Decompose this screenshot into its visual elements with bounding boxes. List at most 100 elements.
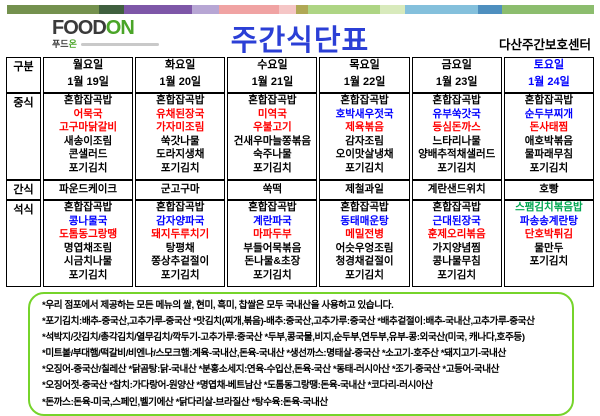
menu-item: 포기김치: [529, 161, 569, 174]
menu-item: 포기김치: [160, 161, 200, 174]
menu-item: 부들어묵볶음: [243, 241, 302, 254]
day-header-cell: 수요일 1월 21일: [227, 57, 318, 93]
menu-item: 포기김치: [345, 268, 384, 281]
menu-item: 감자양파국: [156, 214, 205, 227]
day-header-cell: 월요일 1월 19일: [43, 57, 134, 93]
menu-item: 오이맛살냉채: [335, 148, 394, 160]
menu-item: 포기김치: [437, 161, 477, 174]
lunch-menu-cell: 혼합잡곡밥 호박새우젓국 제육볶음 감자조림 오이맛살냉채 포기김치: [319, 93, 410, 180]
menu-item: 물파래무침: [524, 148, 574, 160]
menu-item: 마파두부: [253, 228, 292, 240]
snack-item: 쑥떡: [262, 183, 283, 195]
menu-item: 쑥갓나물: [160, 134, 200, 147]
day-header-cell: 금요일 1월 23일: [411, 57, 502, 93]
menu-item: 애호박볶음: [524, 134, 574, 147]
day-name: 목요일: [349, 59, 380, 71]
page-header: FOODON 푸드온 주간식단표 다산주간보호센터: [0, 16, 600, 57]
logo-food-text: FOOD: [52, 17, 107, 39]
dinner-menu-cell: 혼합잡곡밥 동태매운탕 메밀전병 어슷우엉조림 청경채겉절이 포기김치: [319, 200, 410, 287]
day-date: 1월 19일: [67, 76, 109, 88]
menu-item: 미역국: [257, 107, 287, 120]
dinner-menu-cell: 혼합잡곡밥 계란파국 마파두부 부들어묵볶음 돈나물&초장 포기김치: [227, 200, 318, 287]
menu-item: 쫑상추겉절이: [151, 255, 210, 267]
bar-segment: [124, 5, 192, 14]
footnote-line: *석박지/갓김치/총각김치/열무김치/깍두기-고추가루:중국산 *두부,콩국물,…: [42, 332, 525, 344]
menu-item: 혼합잡곡밥: [524, 94, 574, 106]
menu-item: 가자미조림: [156, 121, 205, 133]
weekly-menu-table: 구분 월요일 1월 19일 화요일 1월 20일 수요일 1월 21일 목요일 1월 22일 금…: [4, 57, 596, 287]
menu-item: 어묵국: [73, 107, 103, 120]
menu-item: 포기김치: [437, 268, 477, 281]
lunch-menu-cell: 혼합잡곡밥 순두부찌개 돈사태찜 애호박볶음 물파래무침 포기김치: [503, 93, 594, 180]
snack-item: 파운드케이크: [59, 183, 118, 195]
menu-item: 파송송계란탕: [519, 214, 578, 227]
logo-sub-green: 온: [68, 39, 77, 49]
menu-item: 혼합잡곡밥: [63, 201, 113, 213]
logo-tagline-decoration: [80, 43, 159, 46]
corner-label: 구분: [6, 57, 41, 93]
day-date: 1월 21일: [251, 76, 294, 88]
logo-wordmark: FOODON: [52, 18, 159, 38]
top-color-bar: [7, 5, 595, 14]
bar-segment: [307, 5, 381, 14]
menu-item: 훈제오리볶음: [427, 228, 486, 240]
menu-item: 건새우마늘쫑볶음: [233, 134, 312, 147]
lunch-label: 중식: [6, 93, 41, 180]
menu-item: 혼합잡곡밥: [340, 201, 389, 213]
menu-item: 계란파국: [253, 214, 292, 227]
menu-item: 유채된장국: [156, 107, 205, 120]
menu-item: 포기김치: [68, 268, 108, 281]
menu-item: 혼합잡곡밥: [340, 94, 389, 106]
menu-item: 도라지생채: [156, 148, 205, 160]
logo-sub-dark: 푸드: [52, 39, 69, 49]
snack-item: 제철과일: [345, 183, 384, 195]
menu-item: 도톰동그랑땡: [59, 228, 118, 240]
menu-item: 근대된장국: [432, 214, 481, 227]
menu-item: 혼합잡곡밥: [156, 94, 205, 106]
footnote-line: *돈까스:돈육-미국,스페인,벨기에산 *닭다리살-브라질산 *탕수육:돈육-국…: [42, 396, 328, 408]
origin-footnotes-box: *우리 점포에서 제공하는 모든 메뉴의 쌀, 현미, 흑미, 찹쌀은 모두 국…: [28, 292, 574, 416]
menu-item: 혼합잡곡밥: [432, 94, 481, 106]
day-header-cell: 화요일 1월 20일: [135, 57, 226, 93]
footnote-line: *미트볼/부대햄/떡갈비/비엔나/스모크햄:계육-국내산,돈육-국내산 *생선까…: [42, 348, 506, 360]
menu-item: 순두부찌개: [524, 107, 574, 120]
menu-item: 포기김치: [529, 255, 569, 267]
bar-segment: [279, 5, 297, 14]
day-header-row: 구분 월요일 1월 19일 화요일 1월 20일 수요일 1월 21일 목요일 1월 22일 금…: [6, 57, 594, 93]
menu-item: 감자조림: [345, 134, 384, 147]
menu-item: 새송이조림: [63, 134, 113, 147]
bar-segment: [99, 5, 125, 14]
dinner-menu-cell: 혼합잡곡밥 근대된장국 훈제오리볶음 가지양념찜 콩나물무침 포기김치: [411, 200, 502, 287]
menu-item: 호박새우젓국: [335, 107, 394, 120]
day-name: 수요일: [257, 59, 288, 71]
bar-segment: [477, 5, 502, 14]
menu-item: 탕평채: [165, 241, 195, 254]
snack-menu-cell: 군고구마: [135, 180, 226, 200]
menu-item: 콩나물무침: [432, 255, 481, 267]
lunch-row: 중식 혼합잡곡밥 어묵국 고구마닭갈비 새송이조림 콘샐러드 포기김치 혼합잡곡밥 유채된장국…: [6, 93, 594, 180]
menu-item: 콩나물국: [68, 214, 108, 227]
day-date: 1월 24일: [528, 76, 570, 88]
menu-item: 동태매운탕: [340, 214, 389, 227]
center-name: 다산주간보호센터: [498, 38, 591, 52]
menu-item: 콘샐러드: [68, 148, 108, 160]
snack-menu-cell: 쑥떡: [227, 180, 318, 200]
menu-item: 포기김치: [68, 161, 108, 174]
snack-menu-cell: 호빵: [503, 180, 594, 200]
logo-on-text: ON: [105, 17, 135, 39]
bar-segment: [405, 5, 478, 14]
day-date: 1월 20일: [159, 76, 202, 88]
lunch-menu-cell: 혼합잡곡밥 유채된장국 가자미조림 쑥갓나물 도라지생채 포기김치: [135, 93, 226, 180]
menu-item: 유부쑥갓국: [432, 107, 481, 120]
menu-item: 물만두: [534, 241, 564, 254]
bar-segment: [218, 5, 280, 14]
bar-segment: [380, 5, 406, 14]
menu-item: 혼합잡곡밥: [248, 201, 297, 213]
menu-item: 양배추적채샐러드: [418, 148, 496, 160]
day-header-cell: 토요일 1월 24일: [503, 57, 594, 93]
menu-item: 명엽채조림: [63, 241, 113, 254]
day-date: 1월 22일: [343, 76, 386, 88]
dinner-menu-cell: 혼합잡곡밥 감자양파국 돼지두루치기 탕평채 쫑상추겉절이 포기김치: [135, 200, 226, 287]
snack-menu-cell: 제철과일: [319, 180, 410, 200]
bar-segment: [191, 5, 219, 14]
